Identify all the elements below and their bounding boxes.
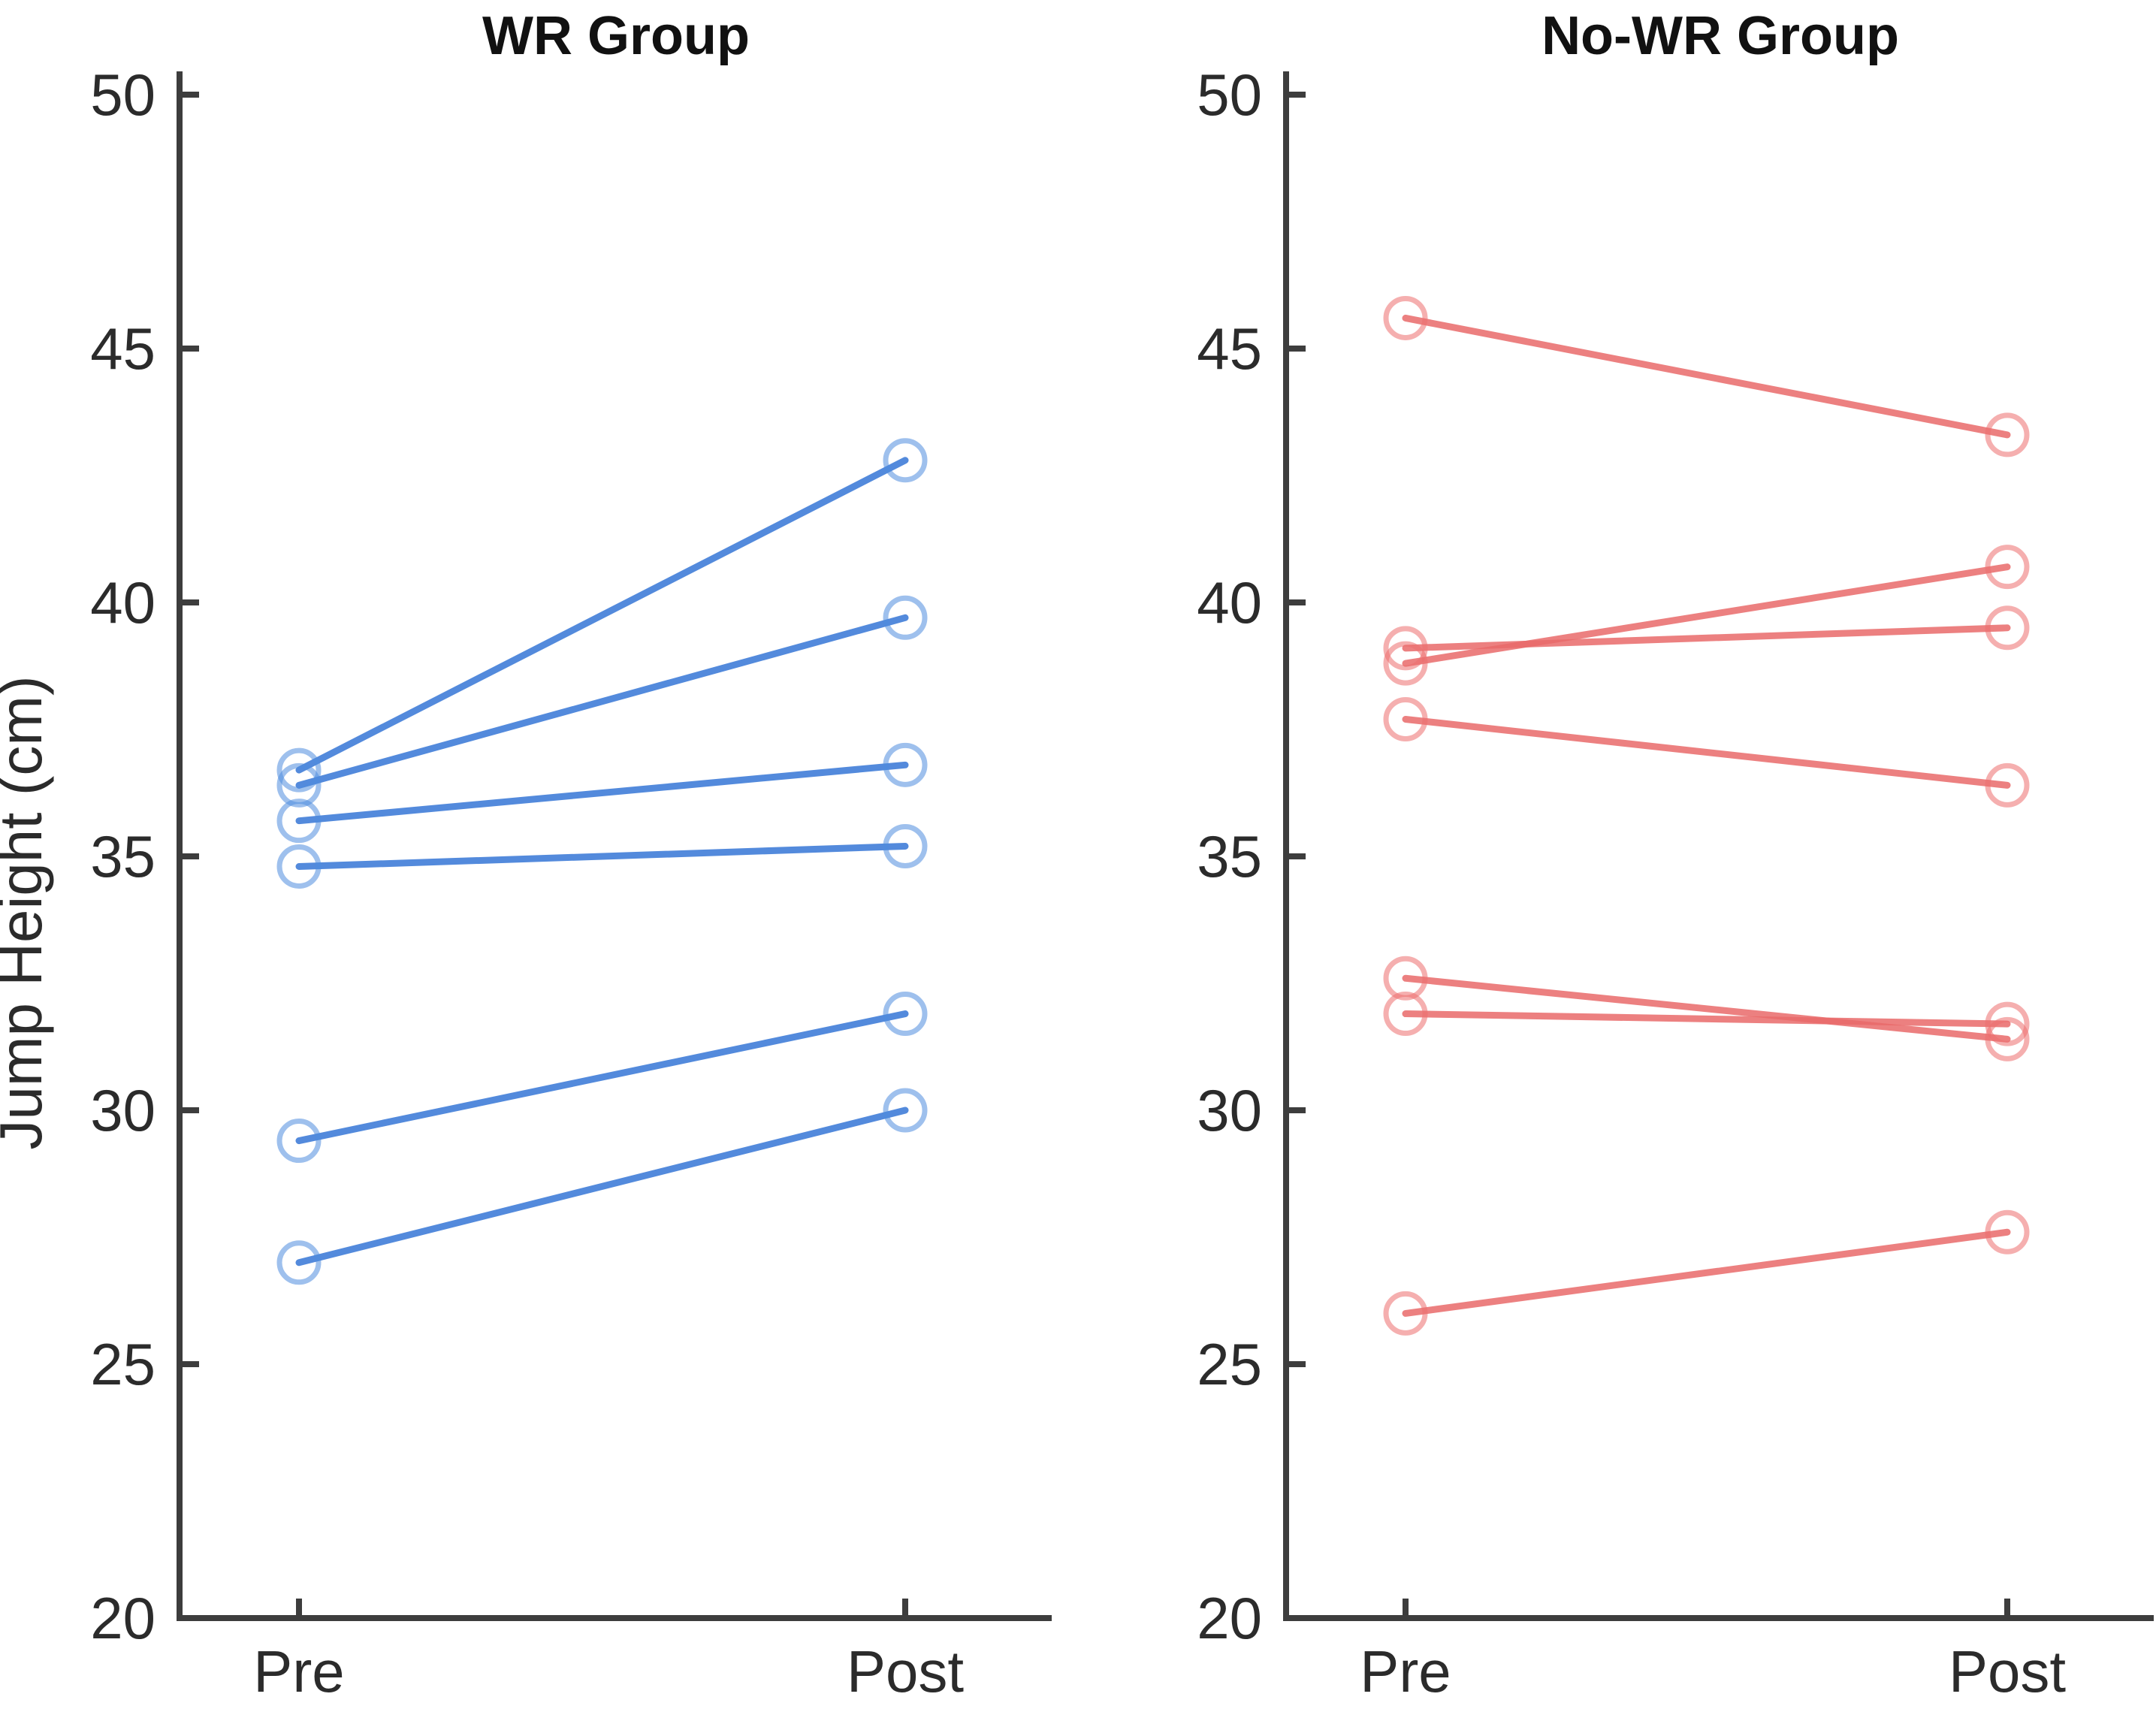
pre-marker-nowr-participant-4	[1383, 696, 1428, 741]
post-marker-wr-participant-2	[883, 595, 928, 640]
participant-line-wr-participant-4	[295, 842, 909, 871]
panel-title: No-WR Group	[1542, 6, 1899, 66]
y-axis-label: Jump Height (cm)	[0, 675, 54, 1149]
participant-line-wr-participant-3	[295, 761, 909, 825]
pre-marker-wr-participant-6	[276, 1240, 322, 1285]
post-marker-wr-participant-6	[883, 1088, 928, 1133]
axis-line	[177, 71, 1052, 1621]
post-marker-wr-participant-1	[883, 438, 928, 483]
y-tick-label: 40	[1197, 569, 1262, 636]
pre-marker-nowr-participant-1	[1383, 295, 1428, 340]
participant-line-wr-participant-5	[295, 1010, 909, 1145]
post-marker-nowr-participant-2	[1985, 605, 2030, 651]
pre-marker-nowr-participant-5	[1383, 956, 1428, 1001]
pre-marker-wr-participant-2	[276, 762, 322, 808]
pre-marker-nowr-participant-6	[1383, 992, 1428, 1037]
x-category-label: Post	[847, 1638, 964, 1704]
pre-marker-nowr-participant-3	[1383, 641, 1428, 686]
panel-no-wr-group: 50 45 40 35 30 25 20 Pre Post No-WR Group	[1197, 6, 2154, 1704]
y-tick-label: 25	[90, 1331, 156, 1397]
series-lines	[1402, 314, 2011, 1317]
participant-line-nowr-participant-4	[1402, 715, 2011, 789]
pre-marker-wr-participant-5	[276, 1119, 322, 1164]
post-marker-nowr-participant-5	[1985, 1016, 2030, 1061]
y-tick-label: 20	[90, 1585, 156, 1651]
x-category-label: Pre	[1360, 1638, 1451, 1704]
post-marker-nowr-participant-6	[1985, 1001, 2030, 1046]
participant-line-nowr-participant-6	[1402, 1010, 2011, 1028]
y-tick-label: 35	[90, 823, 156, 889]
x-category-label: Post	[1949, 1638, 2066, 1704]
y-tick-label: 50	[1197, 62, 1262, 128]
pre-marker-nowr-participant-7	[1383, 1291, 1428, 1336]
y-tick-label: 45	[1197, 316, 1262, 382]
panel-title: WR Group	[482, 6, 750, 66]
participant-line-wr-participant-1	[295, 457, 909, 774]
x-category-label: Pre	[253, 1638, 344, 1704]
y-tick-label: 35	[1197, 823, 1262, 889]
participant-line-nowr-participant-2	[1402, 624, 2011, 652]
pre-marker-nowr-participant-2	[1383, 626, 1428, 671]
participant-line-nowr-participant-1	[1402, 314, 2011, 439]
y-tick-label: 50	[90, 62, 156, 128]
participant-line-nowr-participant-7	[1402, 1228, 2011, 1317]
post-marker-wr-participant-4	[883, 823, 928, 868]
post-marker-wr-participant-5	[883, 992, 928, 1037]
panel-wr-group: 50 45 40 35 30 25 20 Pre Post WR Group Jump Height…	[0, 6, 1052, 1704]
y-tick-label: 45	[90, 316, 156, 382]
y-tick-label: 30	[90, 1077, 156, 1143]
series-markers	[1383, 295, 2030, 1336]
participant-line-wr-participant-2	[295, 614, 909, 789]
y-tick-label: 30	[1197, 1077, 1262, 1143]
post-marker-nowr-participant-1	[1985, 412, 2030, 457]
pre-marker-wr-participant-1	[276, 747, 322, 793]
post-marker-nowr-participant-4	[1985, 762, 2030, 808]
series-lines	[295, 457, 909, 1267]
y-tick-label: 20	[1197, 1585, 1262, 1651]
participant-line-wr-participant-6	[295, 1107, 909, 1267]
series-markers	[276, 438, 928, 1285]
participant-line-nowr-participant-5	[1402, 974, 2011, 1043]
post-marker-wr-participant-3	[883, 742, 928, 787]
y-tick-label: 25	[1197, 1331, 1262, 1397]
post-marker-nowr-participant-7	[1985, 1209, 2030, 1255]
y-tick-label: 40	[90, 569, 156, 636]
pre-marker-wr-participant-4	[276, 844, 322, 889]
post-marker-nowr-participant-3	[1985, 545, 2030, 590]
participant-line-nowr-participant-3	[1402, 563, 2011, 667]
pre-marker-wr-participant-3	[276, 799, 322, 844]
